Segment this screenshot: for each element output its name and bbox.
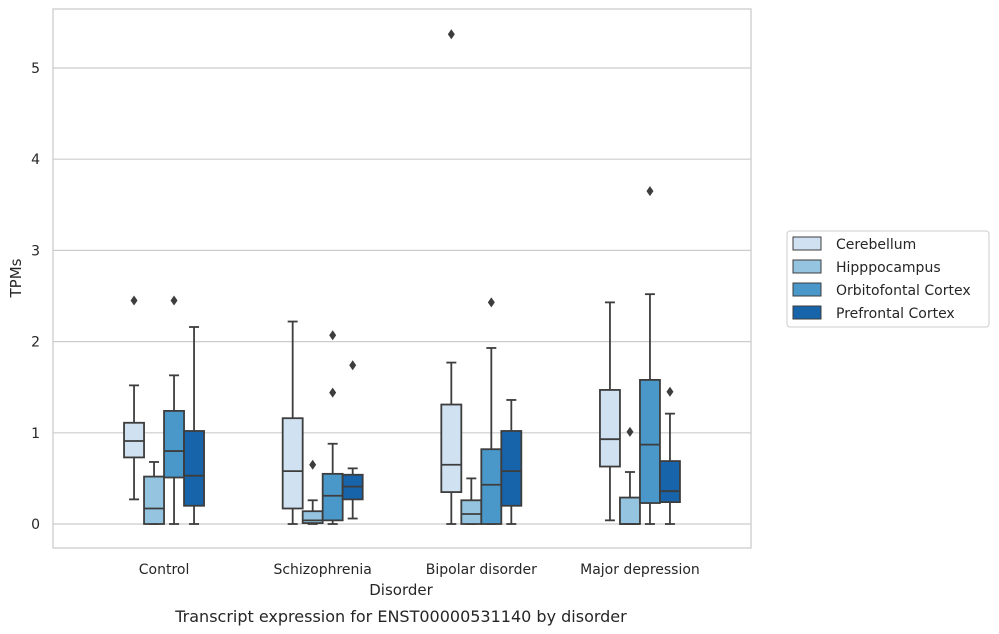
box-iqr	[301, 510, 324, 524]
box-hipppocampus	[619, 426, 641, 525]
box-iqr	[321, 472, 344, 522]
box-iqr	[500, 430, 523, 507]
outlier-point	[130, 295, 138, 306]
chart-caption: Transcript expression for ENST0000053114…	[174, 607, 627, 626]
box-iqr	[440, 403, 463, 493]
box-hipppocampus	[460, 477, 483, 525]
box-prefrontal-cortex	[500, 399, 523, 525]
box-hipppocampus	[301, 459, 324, 525]
box-orbitofontal-cortex	[321, 330, 344, 525]
box-prefrontal-cortex	[659, 386, 681, 525]
outlier-point	[329, 387, 337, 398]
legend-swatch	[792, 236, 822, 251]
box-iqr	[281, 417, 304, 510]
box-orbitofontal-cortex	[480, 297, 503, 525]
y-tick-label: 0	[31, 517, 40, 533]
legend-swatch	[792, 259, 822, 274]
outlier-point	[447, 29, 455, 40]
legend-label: Prefrontal Cortex	[836, 306, 955, 322]
box-orbitofontal-cortex	[639, 186, 661, 525]
x-tick-label: Major depression	[580, 562, 700, 578]
outlier-point	[170, 295, 178, 306]
box-cerebellum	[281, 320, 304, 525]
box-iqr	[599, 389, 621, 468]
box-orbitofontal-cortex	[163, 295, 185, 525]
box-iqr	[659, 460, 681, 504]
box-iqr	[123, 421, 145, 459]
box-hipppocampus	[143, 461, 165, 525]
y-tick-label: 4	[31, 152, 40, 168]
y-tick-label: 3	[31, 243, 40, 259]
y-tick-labels: 0 1 2 3 4 5	[31, 61, 40, 533]
box-iqr	[480, 448, 503, 525]
x-tick-label: Bipolar disorder	[426, 562, 537, 578]
outlier-point	[626, 426, 634, 437]
x-tick-label: Schizophrenia	[273, 562, 371, 578]
legend-swatch	[792, 305, 822, 320]
box-cerebellum	[599, 301, 621, 522]
y-axis-label: TPMs	[7, 258, 25, 298]
legend-label: Cerebellum	[836, 237, 916, 253]
x-tick-label: Control	[139, 562, 190, 578]
box-cerebellum	[123, 295, 145, 501]
y-tick-label: 5	[31, 61, 40, 77]
box-prefrontal-cortex	[341, 360, 364, 520]
box-iqr	[163, 410, 185, 479]
plot-frame	[52, 8, 752, 549]
outlier-point	[646, 186, 654, 197]
boxes	[123, 29, 681, 525]
outlier-point	[309, 459, 317, 470]
legend-swatch	[792, 282, 822, 297]
legend-label: Hipppocampus	[836, 260, 941, 276]
box-iqr	[639, 379, 661, 504]
box-prefrontal-cortex	[183, 326, 205, 525]
y-tick-label: 1	[31, 426, 40, 442]
x-tick-labels: Control Schizophrenia Bipolar disorder Majo…	[139, 562, 700, 578]
box-iqr	[143, 475, 165, 525]
legend-frame	[786, 230, 990, 328]
box-iqr	[619, 496, 641, 525]
x-axis-label: Disorder	[369, 581, 433, 599]
outlier-point	[666, 386, 674, 397]
y-tick-label: 2	[31, 335, 40, 351]
outlier-point	[329, 330, 337, 341]
outlier-point	[487, 297, 495, 308]
box-cerebellum	[440, 29, 463, 525]
box-iqr	[460, 499, 483, 525]
box-iqr	[183, 430, 205, 507]
outlier-point	[349, 360, 357, 371]
legend: Cerebellum Hipppocampus Orbitofontal Corte…	[786, 230, 990, 328]
legend-label: Orbitofontal Cortex	[836, 283, 971, 299]
